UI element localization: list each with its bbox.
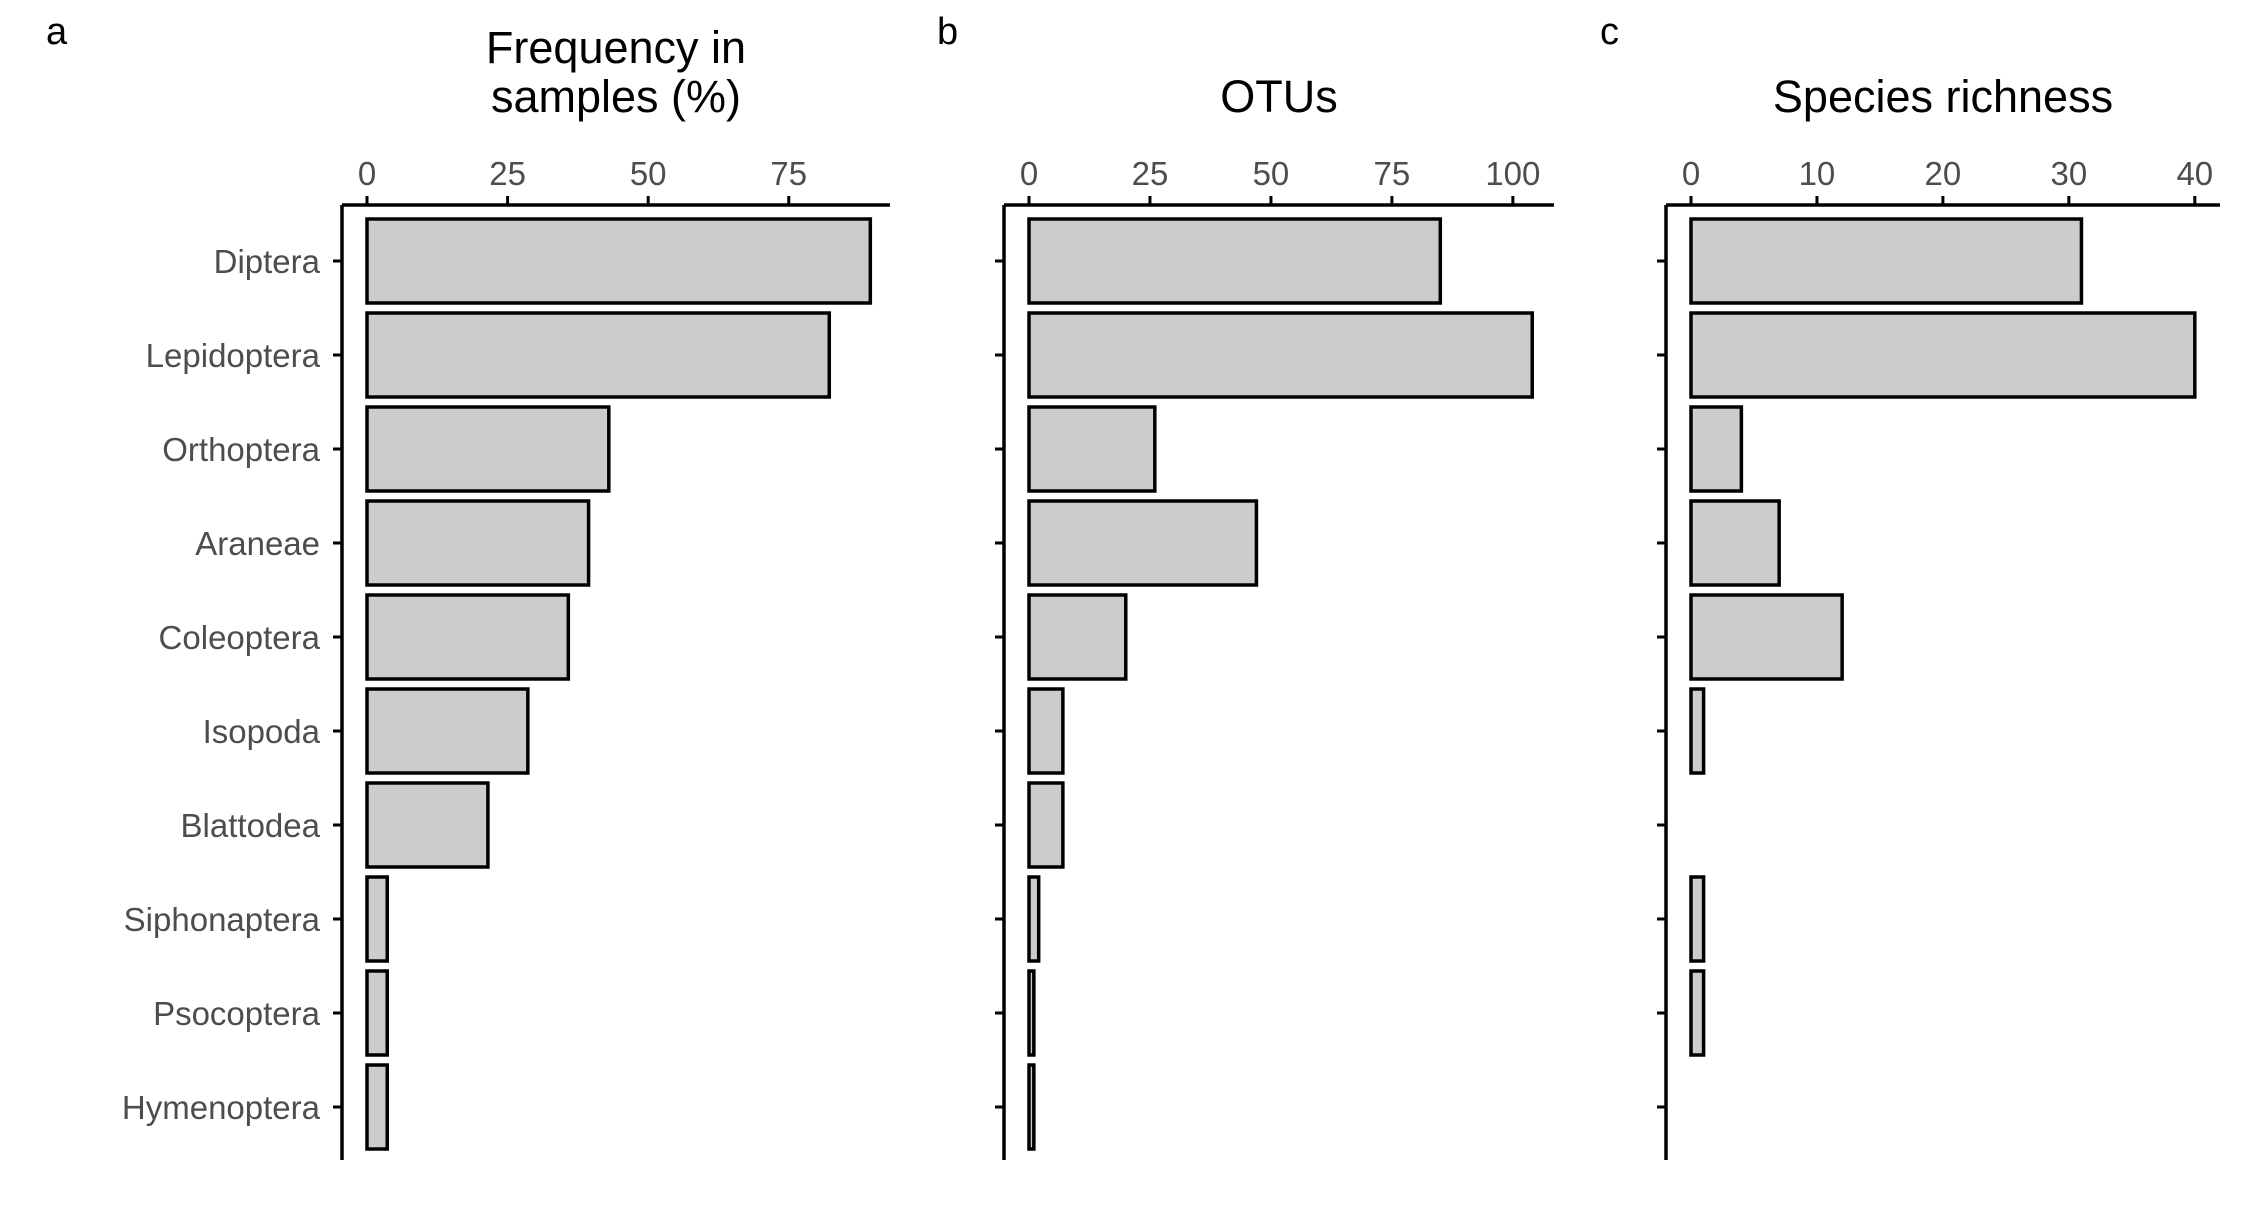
bar-coleoptera <box>1027 593 1128 681</box>
bar-blattodea <box>1027 781 1065 869</box>
category-label: Blattodea <box>181 807 321 844</box>
bar-orthoptera <box>365 405 611 493</box>
category-label: Siphonaptera <box>124 901 321 938</box>
x-tick-label: 0 <box>1020 155 1038 192</box>
x-tick-label: 30 <box>2050 155 2087 192</box>
bar-araneae <box>1027 499 1259 587</box>
category-label: Isopoda <box>203 713 321 750</box>
panel-b: b OTUs 0 25 50 75 100 <box>937 11 1554 1160</box>
x-tick-label: 100 <box>1485 155 1540 192</box>
category-label: Coleoptera <box>159 619 321 656</box>
bar-isopoda <box>365 687 530 775</box>
x-tick-label: 0 <box>358 155 376 192</box>
panel-c: c Species richness 0 10 20 30 40 <box>1600 11 2220 1160</box>
bar-lepidoptera <box>365 311 832 399</box>
bar-araneae <box>365 499 591 587</box>
panel-title-line: samples (%) <box>491 71 741 122</box>
panel-letter: c <box>1600 11 1619 53</box>
category-label: Araneae <box>195 525 320 562</box>
bar-diptera <box>1689 217 2084 305</box>
category-label: Hymenoptera <box>122 1089 321 1126</box>
bar-siphonaptera <box>1027 875 1041 963</box>
panel-title-line: OTUs <box>1220 71 1338 122</box>
x-tick-label: 25 <box>1132 155 1169 192</box>
x-tick-label: 75 <box>1374 155 1411 192</box>
panel-title-line: Species richness <box>1773 71 2113 122</box>
x-tick-label: 25 <box>489 155 526 192</box>
bar-coleoptera <box>1689 593 1844 681</box>
bar-psocoptera <box>1027 969 1036 1057</box>
bar-hymenoptera <box>365 1063 389 1151</box>
panel-title-line: Frequency in <box>486 22 746 73</box>
category-label: Diptera <box>214 243 321 280</box>
bar-diptera <box>365 217 873 305</box>
bar-siphonaptera <box>365 875 389 963</box>
bar-psocoptera <box>1689 969 1706 1057</box>
x-tick-label: 50 <box>630 155 667 192</box>
x-tick-label: 10 <box>1799 155 1836 192</box>
panel-letter: b <box>937 11 958 53</box>
bar-orthoptera <box>1689 405 1744 493</box>
bar-hymenoptera <box>1027 1063 1036 1151</box>
category-label: Orthoptera <box>162 431 320 468</box>
x-tick-label: 20 <box>1925 155 1962 192</box>
x-tick-label: 0 <box>1682 155 1700 192</box>
bar-psocoptera <box>365 969 389 1057</box>
panel-letter: a <box>46 11 68 53</box>
x-tick-label: 75 <box>770 155 807 192</box>
x-tick-label: 50 <box>1253 155 1290 192</box>
x-tick-label: 40 <box>2176 155 2213 192</box>
bar-siphonaptera <box>1689 875 1706 963</box>
category-label: Psocoptera <box>153 995 321 1032</box>
bar-lepidoptera <box>1689 311 2197 399</box>
bar-araneae <box>1689 499 1781 587</box>
category-label: Lepidoptera <box>146 337 321 374</box>
bar-orthoptera <box>1027 405 1157 493</box>
bar-isopoda <box>1027 687 1065 775</box>
bar-coleoptera <box>365 593 571 681</box>
bar-blattodea <box>365 781 490 869</box>
bar-lepidoptera <box>1027 311 1534 399</box>
bar-diptera <box>1027 217 1443 305</box>
bar-isopoda <box>1689 687 1706 775</box>
